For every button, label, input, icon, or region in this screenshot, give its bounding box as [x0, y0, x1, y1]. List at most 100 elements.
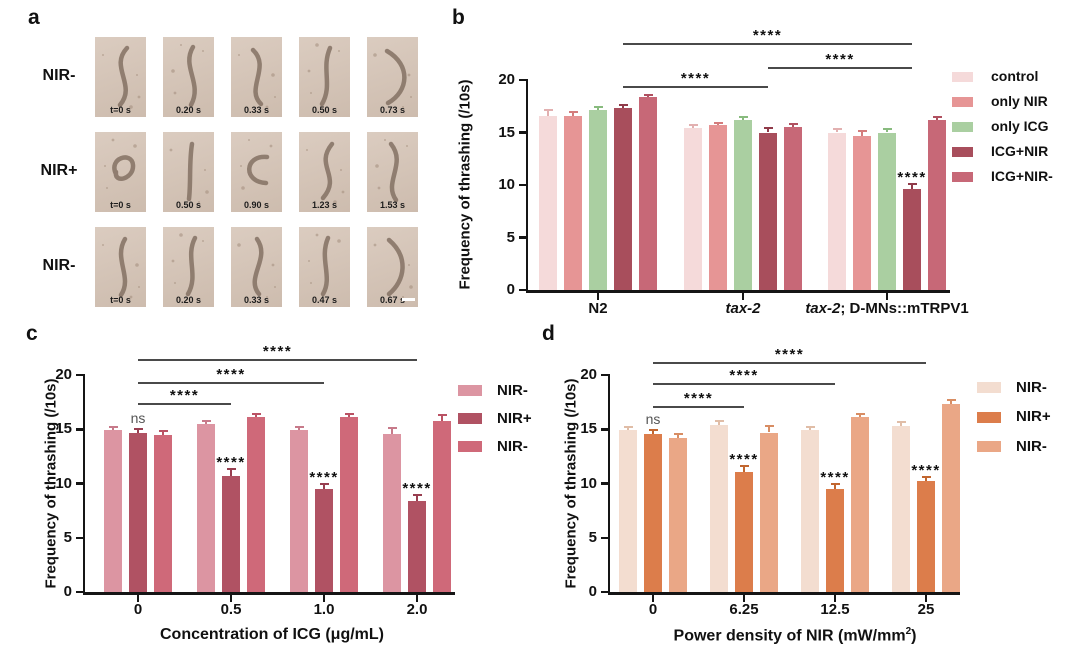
y-tick-label: 5: [63, 528, 72, 546]
bar: [878, 132, 896, 290]
y-tick: [518, 236, 526, 239]
significance-bracket: [138, 403, 231, 405]
y-axis-title: Frequency of thrashing (/10s): [562, 377, 580, 589]
bar: [759, 132, 777, 290]
error-bar-stem: [925, 476, 927, 482]
x-tick: [651, 594, 655, 602]
error-bar-stem: [230, 469, 232, 476]
error-bar-stem: [861, 131, 863, 136]
bar: [315, 488, 333, 592]
bar: [942, 404, 960, 592]
bar: [564, 115, 582, 290]
ns-annotation: ns: [130, 410, 146, 427]
worm-image: [307, 43, 340, 107]
error-bar-cap: [688, 123, 698, 126]
error-bar-stem: [647, 94, 649, 97]
x-axis-title-part: Power density of NIR (mW/mm: [673, 627, 906, 645]
bar: [760, 432, 778, 592]
timestamp-label: 0.90 s: [243, 200, 270, 210]
error-bar-cap: [830, 482, 840, 485]
x-category-label: 25: [816, 601, 1036, 618]
x-category-label: 0.5: [121, 601, 341, 618]
x-category-label-part: tax-2: [725, 300, 761, 317]
x-category-label-part: N2: [588, 300, 608, 317]
error-bar-stem: [572, 112, 574, 116]
error-bar-stem: [950, 400, 952, 405]
micrograph-frame: 0.90 s: [231, 132, 282, 212]
bar: [892, 425, 910, 592]
legend-label: NIR-: [497, 381, 528, 399]
y-tick: [600, 536, 608, 539]
x-category-label-part: 0.5: [220, 601, 242, 618]
error-bar-cap: [673, 432, 683, 435]
error-bar-stem: [137, 429, 139, 433]
worm-image: [240, 139, 273, 190]
significance-bracket: [623, 43, 912, 45]
significance-bracket: [653, 383, 835, 385]
error-bar-cap: [387, 427, 397, 430]
micrograph-frame: 0.47 s: [299, 227, 350, 307]
x-axis: [82, 592, 455, 595]
y-axis: [525, 79, 528, 293]
significance-stars: ****: [309, 468, 339, 486]
bar: [222, 475, 240, 592]
bar: [828, 132, 846, 290]
significance-stars: ****: [683, 390, 714, 407]
row-label-nir-: NIR-: [42, 257, 76, 274]
error-bar-stem: [809, 426, 811, 431]
y-tick: [600, 428, 608, 431]
y-axis-title: Frequency of thrashing (/10s): [456, 79, 474, 290]
x-category-label: 0: [543, 601, 763, 618]
x-axis-title-part: 2: [905, 626, 912, 637]
error-bar-stem: [886, 129, 888, 133]
x-category-label-part: tax-2: [805, 300, 841, 317]
x-tick: [136, 594, 140, 602]
error-bar-cap: [763, 126, 773, 129]
y-tick: [518, 131, 526, 134]
worm-image: [373, 237, 413, 298]
legend-swatch: [952, 122, 973, 132]
error-bar-cap: [805, 425, 815, 428]
y-tick: [600, 482, 608, 485]
bar: [928, 119, 946, 290]
x-tick: [833, 594, 837, 602]
legend-label: NIR-: [1016, 378, 1047, 396]
legend-swatch: [458, 385, 482, 396]
significance-bracket: [138, 359, 417, 361]
worm-image: [306, 141, 345, 204]
bar: [684, 128, 702, 290]
panel-c-label: c: [26, 322, 38, 345]
x-category-label: 0: [28, 601, 248, 618]
micrograph-frame: 0.33 s: [231, 37, 282, 117]
worm-image: [237, 236, 276, 298]
x-tick: [596, 292, 600, 300]
legend-label: NIR+: [1016, 408, 1051, 425]
bar: [154, 434, 172, 592]
legend-label: NIR-: [1016, 437, 1047, 455]
error-bar-cap: [133, 428, 143, 431]
bar: [853, 135, 871, 290]
x-axis-title-part: ): [911, 627, 917, 645]
bar: [734, 119, 752, 290]
x-category-label: 1.0: [214, 601, 434, 618]
x-tick: [322, 594, 326, 602]
error-bar-cap: [643, 93, 653, 96]
timestamp-label: 0.50 s: [175, 200, 202, 210]
y-tick: [600, 590, 608, 594]
y-tick: [600, 373, 608, 377]
timestamp-label: t=0 s: [110, 295, 131, 305]
micrograph-frame: t=0 s: [95, 132, 146, 212]
error-bar-cap: [618, 104, 628, 107]
bar: [433, 420, 451, 592]
bar: [735, 471, 753, 592]
timestamp-label: t=0 s: [110, 200, 131, 210]
error-bar-stem: [627, 427, 629, 431]
legend-label: only NIR: [991, 93, 1048, 109]
significance-bracket: [623, 86, 768, 88]
legend-label: only ICG: [991, 118, 1049, 134]
x-tick: [885, 292, 889, 300]
error-bar-stem: [416, 495, 418, 501]
legend-label: ICG+NIR-: [991, 168, 1053, 184]
error-bar-stem: [622, 105, 624, 109]
error-bar-cap: [714, 420, 724, 423]
